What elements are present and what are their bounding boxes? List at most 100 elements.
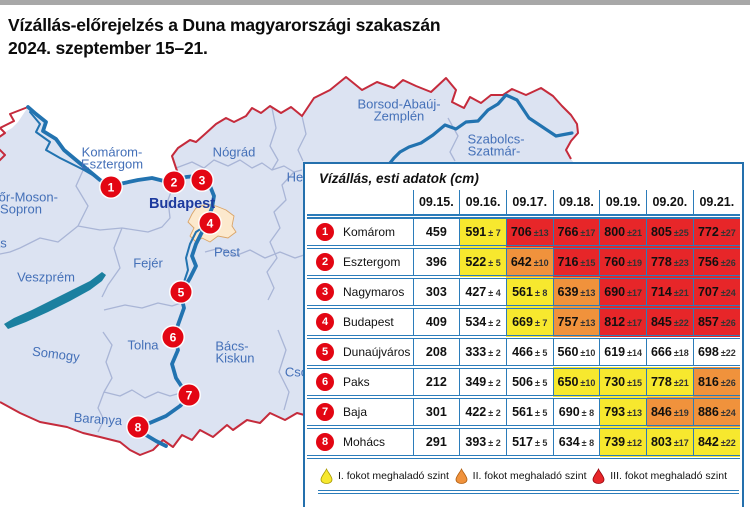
map-marker-6: 6 [162,326,184,348]
station-name: Mohács [343,435,386,449]
rackeve-duna-branch [183,225,206,283]
water-level-cell: 409 [412,307,460,339]
station-number-badge: 4 [316,313,334,331]
station-number-badge: 8 [316,433,334,451]
water-level-value: 778 [650,255,672,269]
water-level-cell: 534 ± 2 [459,307,507,339]
county-label: Kiskun [215,350,255,366]
water-level-cell: 706 ±13 [505,216,554,249]
water-level-value: 714 [650,285,672,299]
uncertainty-value: ± 7 [534,318,548,328]
water-level-cell: 303 [412,277,460,309]
droplet-icon [592,468,605,484]
station-cell: 2 Esztergom [307,247,413,279]
water-level-cell: 639 ±13 [552,277,600,309]
water-level-value: 756 [697,255,719,269]
water-level-cell: 756 ±26 [692,247,740,279]
uncertainty-value: ±10 [533,258,549,268]
water-level-cell: 812 ±17 [599,307,647,339]
water-level-value: 591 [465,225,487,239]
station-cell: 5 Dunaújváros [307,337,413,369]
water-level-cell: 816 ±26 [692,367,740,399]
water-level-cell: 805 ±25 [646,216,694,249]
uncertainty-value: ± 8 [534,288,548,298]
table-row: 3 Nagymaros 303 427 ± 4 561 ± 8 639 ±13 690 ±17 714… [307,277,740,309]
water-level-cell: 427 ± 4 [459,277,507,309]
uncertainty-value: ±26 [720,378,736,388]
water-level-cell: 522 ± 5 [459,247,507,279]
county-label: Esztergom [80,156,144,172]
station-cell: 7 Baja [307,397,413,429]
uncertainty-value: ±21 [673,288,689,298]
droplet-icon [455,468,468,484]
alert-legend: I. fokot meghaladó szint II. fokot meghal… [307,459,740,493]
uncertainty-value: ±17 [673,438,689,448]
station-name: Budapest [343,315,394,329]
water-level-cell: 698 ±22 [692,337,740,369]
uncertainty-value: ±10 [580,378,596,388]
water-level-value: 561 [512,405,533,419]
water-level-cell: 459 [412,216,460,249]
water-level-cell: 561 ± 5 [505,397,554,429]
uncertainty-value: ±24 [720,408,736,418]
water-level-value: 301 [425,405,447,419]
uncertainty-value: ± 7 [488,228,501,238]
county-label: Pest [213,244,241,260]
water-level-value: 886 [697,405,719,419]
legend-label: II. fokot meghaladó szint [472,470,587,482]
station-column-header [307,190,413,219]
water-level-cell: 517 ± 5 [505,427,554,459]
water-level-cell: 778 ±23 [646,247,694,279]
county-label: Zemplén [373,108,425,124]
station-name: Nagymaros [343,285,405,299]
water-level-cell: 757 ±13 [552,307,600,339]
water-level-value: 506 [512,375,533,389]
water-level-cell: 846 ±19 [646,397,694,429]
map-marker-1: 1 [100,176,122,198]
uncertainty-value: ± 2 [488,438,501,448]
water-level-cell: 333 ± 2 [459,337,507,369]
water-level-value: 669 [512,315,533,329]
water-level-cell: 778 ±21 [646,367,694,399]
water-level-value: 291 [425,435,447,449]
uncertainty-value: ± 5 [534,438,548,448]
county-label: Veszprém [17,269,75,285]
water-level-cell: 739 ±12 [599,427,647,459]
uncertainty-value: ±17 [627,288,643,298]
station-cell: 4 Budapest [307,307,413,339]
page-title: Vízállás-előrejelzés a Duna magyarország… [8,14,441,60]
water-level-value: 760 [604,255,626,269]
table-bottom-rule [318,490,739,494]
water-level-value: 619 [604,345,626,359]
water-level-value: 303 [425,285,447,299]
table-row: 8 Mohács 291 393 ± 2 517 ± 5 634 ± 8 739 ±12 803 ±17… [307,427,740,459]
water-level-value: 534 [465,315,487,329]
water-level-value: 778 [650,375,672,389]
county-label: Tolna [127,337,159,353]
map-marker-4: 4 [199,212,221,234]
water-level-cell: 886 ±24 [692,397,740,429]
water-level-cell: 669 ± 7 [505,307,554,339]
water-level-value: 427 [465,285,487,299]
water-level-cell: 714 ±21 [646,277,694,309]
water-level-cell: 560 ±10 [552,337,600,369]
water-level-cell: 772 ±27 [692,216,740,249]
water-level-cell: 561 ± 8 [505,277,554,309]
county-label: Szabolcs- [467,131,525,147]
water-level-cell: 650 ±10 [552,367,600,399]
uncertainty-value: ±13 [580,318,596,328]
legend-item: III. fokot meghaladó szint [592,468,727,484]
water-level-value: 800 [604,225,626,239]
station-number-badge: 6 [316,373,334,391]
water-level-value: 766 [557,225,579,239]
station-number-badge: 7 [316,403,334,421]
table-header-row: 09.15. 09.16. 09.17. 09.18. 09.19. 09.20. 09.2… [307,190,740,219]
uncertainty-value: ±21 [673,378,689,388]
water-level-value: 650 [557,375,579,389]
table-row: 5 Dunaújváros 208 333 ± 2 466 ± 5 560 ±10 619 ±14 6… [307,337,740,369]
water-level-value: 634 [558,435,580,449]
uncertainty-value: ±27 [720,228,736,238]
uncertainty-value: ±13 [627,408,643,418]
water-level-cell: 793 ±13 [599,397,647,429]
water-level-cell: 212 [412,367,460,399]
